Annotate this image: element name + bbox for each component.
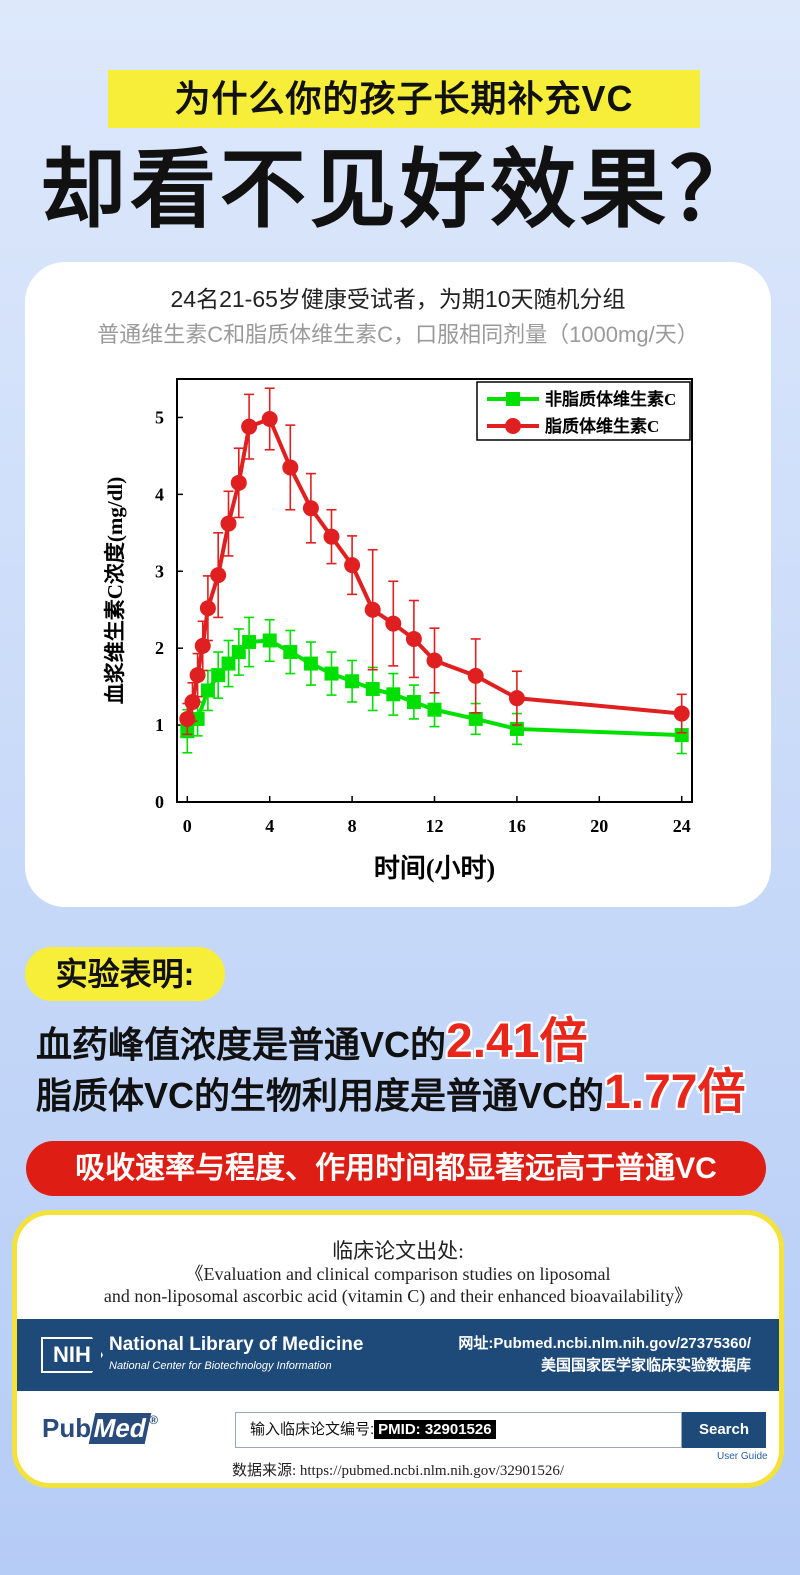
x-tick-label: 8 [348,816,357,836]
search-input-value: 输入临床论文编号: PMID: 32901526 [250,1413,496,1447]
study-description: 24名21-65岁健康受试者，为期10天随机分组 [170,286,626,312]
pubmed-logo-med: Med [88,1413,152,1444]
headline-main: 却看不见好效果？ [40,142,760,238]
data-point [323,528,340,545]
source-title: 临床论文出处: [332,1239,464,1263]
data-point [200,683,215,698]
y-tick-label: 0 [155,792,164,812]
findings-badge: 实验表明: [25,947,225,1001]
search-button[interactable]: Search [682,1412,766,1448]
data-point [261,410,278,427]
finding-peak: 血药峰值浓度是普通VC的2.41倍 [36,1012,587,1072]
source-card: 临床论文出处: 《Evaluation and clinical compari… [12,1210,784,1488]
x-tick-label: 16 [508,816,526,836]
data-point [468,711,483,726]
x-tick-label: 4 [265,816,274,836]
x-tick-label: 0 [183,816,192,836]
x-tick-label: 20 [590,816,608,836]
y-tick-label: 2 [155,638,164,658]
search-input[interactable]: 输入临床论文编号: PMID: 32901526 [235,1412,682,1448]
data-point [426,652,443,669]
search-pmid: PMID: 32901526 [374,1420,496,1439]
data-point [230,474,247,491]
data-point [344,557,361,574]
data-point [365,681,380,696]
data-point [673,705,690,722]
data-point [674,728,689,743]
data-point [211,668,226,683]
nlm-url-info: 网址:Pubmed.ncbi.nlm.nih.gov/27375360/ 美国国… [458,1333,751,1377]
chart-card: 24名21-65岁健康受试者，为期10天随机分组 普通维生素C和脂质体维生素C，… [25,262,771,907]
data-point [184,694,201,711]
pubmed-logo-registered: ® [149,1413,158,1427]
data-source: 数据来源: https://pubmed.ncbi.nlm.nih.gov/32… [231,1463,565,1479]
conclusion-banner: 吸收速率与程度、作用时间都显著远高于普通VC [26,1141,766,1196]
pubmed-url[interactable]: 网址:Pubmed.ncbi.nlm.nih.gov/27375360/ [458,1335,751,1352]
concentration-chart: 0 4 8 12 16 20 24012345时间(小时)血浆维生素C浓度(mg/dl)非脂… [103,378,693,883]
y-axis-label: 血浆维生素C浓度(mg/dl) [103,477,127,705]
data-point [262,633,277,648]
plot-frame [176,378,693,803]
data-point [179,710,196,727]
data-point [241,418,258,435]
data-point [302,500,319,517]
y-tick-label: 5 [155,407,164,427]
paper-title: 《Evaluation and clinical comparison stud… [37,1263,759,1307]
pubmed-logo[interactable]: PubMed® [42,1413,158,1444]
data-point [194,637,211,654]
data-point [242,635,257,650]
legend-label: 脂质体维生素C [545,416,659,436]
nih-logo[interactable]: NIH [41,1337,103,1373]
data-point [406,695,421,710]
data-point [345,674,360,689]
data-point [199,600,216,617]
data-point [303,656,318,671]
x-tick-label: 24 [673,816,691,836]
data-point [282,459,299,476]
data-point [221,656,236,671]
data-point [220,515,237,532]
study-dosage: 普通维生素C和脂质体维生素C，口服相同剂量（1000mg/天） [97,322,699,347]
search-label: 输入临床论文编号: [250,1421,375,1438]
y-tick-label: 4 [155,484,164,504]
pubmed-logo-pub: Pub [42,1413,92,1443]
data-point [324,666,339,681]
data-point [364,601,381,618]
finding-peak-value: 2.41倍 [446,1015,588,1068]
data-point [189,667,206,684]
data-point [210,567,227,584]
nlm-name[interactable]: National Library of Medicine [109,1334,364,1355]
legend-label: 非脂质体维生素C [545,389,676,409]
data-point [386,687,401,702]
data-point [427,702,442,717]
nlm-subtitle: National Center for Biotechnology Inform… [109,1360,332,1372]
data-point [405,630,422,647]
finding-peak-text: 血药峰值浓度是普通VC的 [36,1024,447,1065]
paper-title-line1: 《Evaluation and clinical comparison stud… [185,1264,611,1284]
data-point [467,667,484,684]
legend-marker [505,418,521,434]
x-tick-label: 12 [426,816,444,836]
x-axis-label: 时间(小时) [374,854,495,883]
finding-bioavailability-value: 1.77倍 [604,1066,746,1119]
y-tick-label: 1 [155,715,164,735]
finding-bioavailability: 脂质体VC的生物利用度是普通VC的1.77倍 [36,1063,745,1123]
data-point [508,690,525,707]
data-point [283,645,298,660]
series-liposomal [179,387,690,736]
database-name: 美国国家医学家临床实验数据库 [540,1357,751,1374]
finding-bioavailability-text: 脂质体VC的生物利用度是普通VC的 [36,1075,605,1116]
paper-title-line2: and non-liposomal ascorbic acid (vitamin… [103,1286,693,1306]
nlm-header-bar: NIH National Library of Medicine Nationa… [17,1319,779,1391]
user-guide-link[interactable]: User Guide [717,1451,768,1462]
y-tick-label: 3 [155,561,164,581]
headline-top: 为什么你的孩子长期补充VC [108,70,700,128]
legend-marker [506,392,520,406]
data-point [385,615,402,632]
